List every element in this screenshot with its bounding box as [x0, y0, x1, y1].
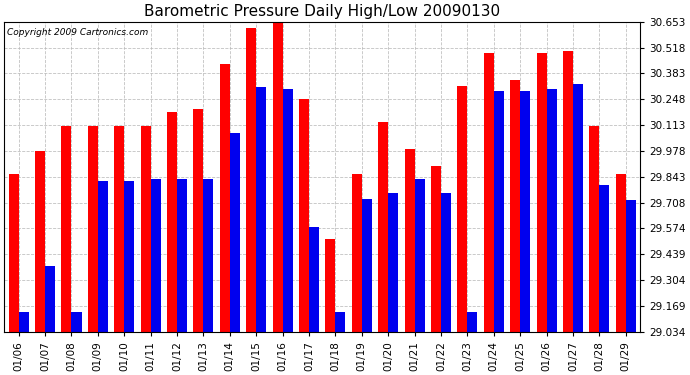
Bar — [256, 87, 266, 332]
Bar — [615, 174, 626, 332]
Bar — [61, 126, 72, 332]
Bar — [45, 266, 55, 332]
Bar — [510, 80, 520, 332]
Bar — [484, 53, 494, 332]
Bar — [124, 182, 135, 332]
Bar — [98, 182, 108, 332]
Bar — [150, 179, 161, 332]
Bar — [335, 312, 346, 332]
Bar — [362, 199, 372, 332]
Bar — [283, 89, 293, 332]
Bar — [404, 149, 415, 332]
Bar — [378, 122, 388, 332]
Bar — [230, 134, 240, 332]
Bar — [573, 84, 583, 332]
Text: Copyright 2009 Cartronics.com: Copyright 2009 Cartronics.com — [8, 28, 148, 37]
Bar — [72, 312, 81, 332]
Bar — [441, 193, 451, 332]
Bar — [299, 99, 309, 332]
Bar — [193, 108, 204, 332]
Bar — [626, 201, 635, 332]
Bar — [537, 53, 546, 332]
Bar — [415, 179, 424, 332]
Bar — [220, 64, 230, 332]
Bar — [431, 166, 441, 332]
Bar — [167, 112, 177, 332]
Bar — [35, 151, 45, 332]
Bar — [600, 185, 609, 332]
Bar — [352, 174, 362, 332]
Bar — [88, 126, 98, 332]
Bar — [520, 91, 530, 332]
Bar — [246, 28, 256, 332]
Bar — [563, 51, 573, 332]
Bar — [273, 22, 283, 332]
Bar — [494, 91, 504, 332]
Bar — [388, 193, 398, 332]
Title: Barometric Pressure Daily High/Low 20090130: Barometric Pressure Daily High/Low 20090… — [144, 4, 500, 19]
Bar — [589, 126, 600, 332]
Bar — [141, 126, 150, 332]
Bar — [326, 239, 335, 332]
Bar — [546, 89, 557, 332]
Bar — [309, 227, 319, 332]
Bar — [457, 86, 467, 332]
Bar — [19, 312, 29, 332]
Bar — [177, 179, 187, 332]
Bar — [9, 174, 19, 332]
Bar — [204, 179, 213, 332]
Bar — [115, 126, 124, 332]
Bar — [467, 312, 477, 332]
